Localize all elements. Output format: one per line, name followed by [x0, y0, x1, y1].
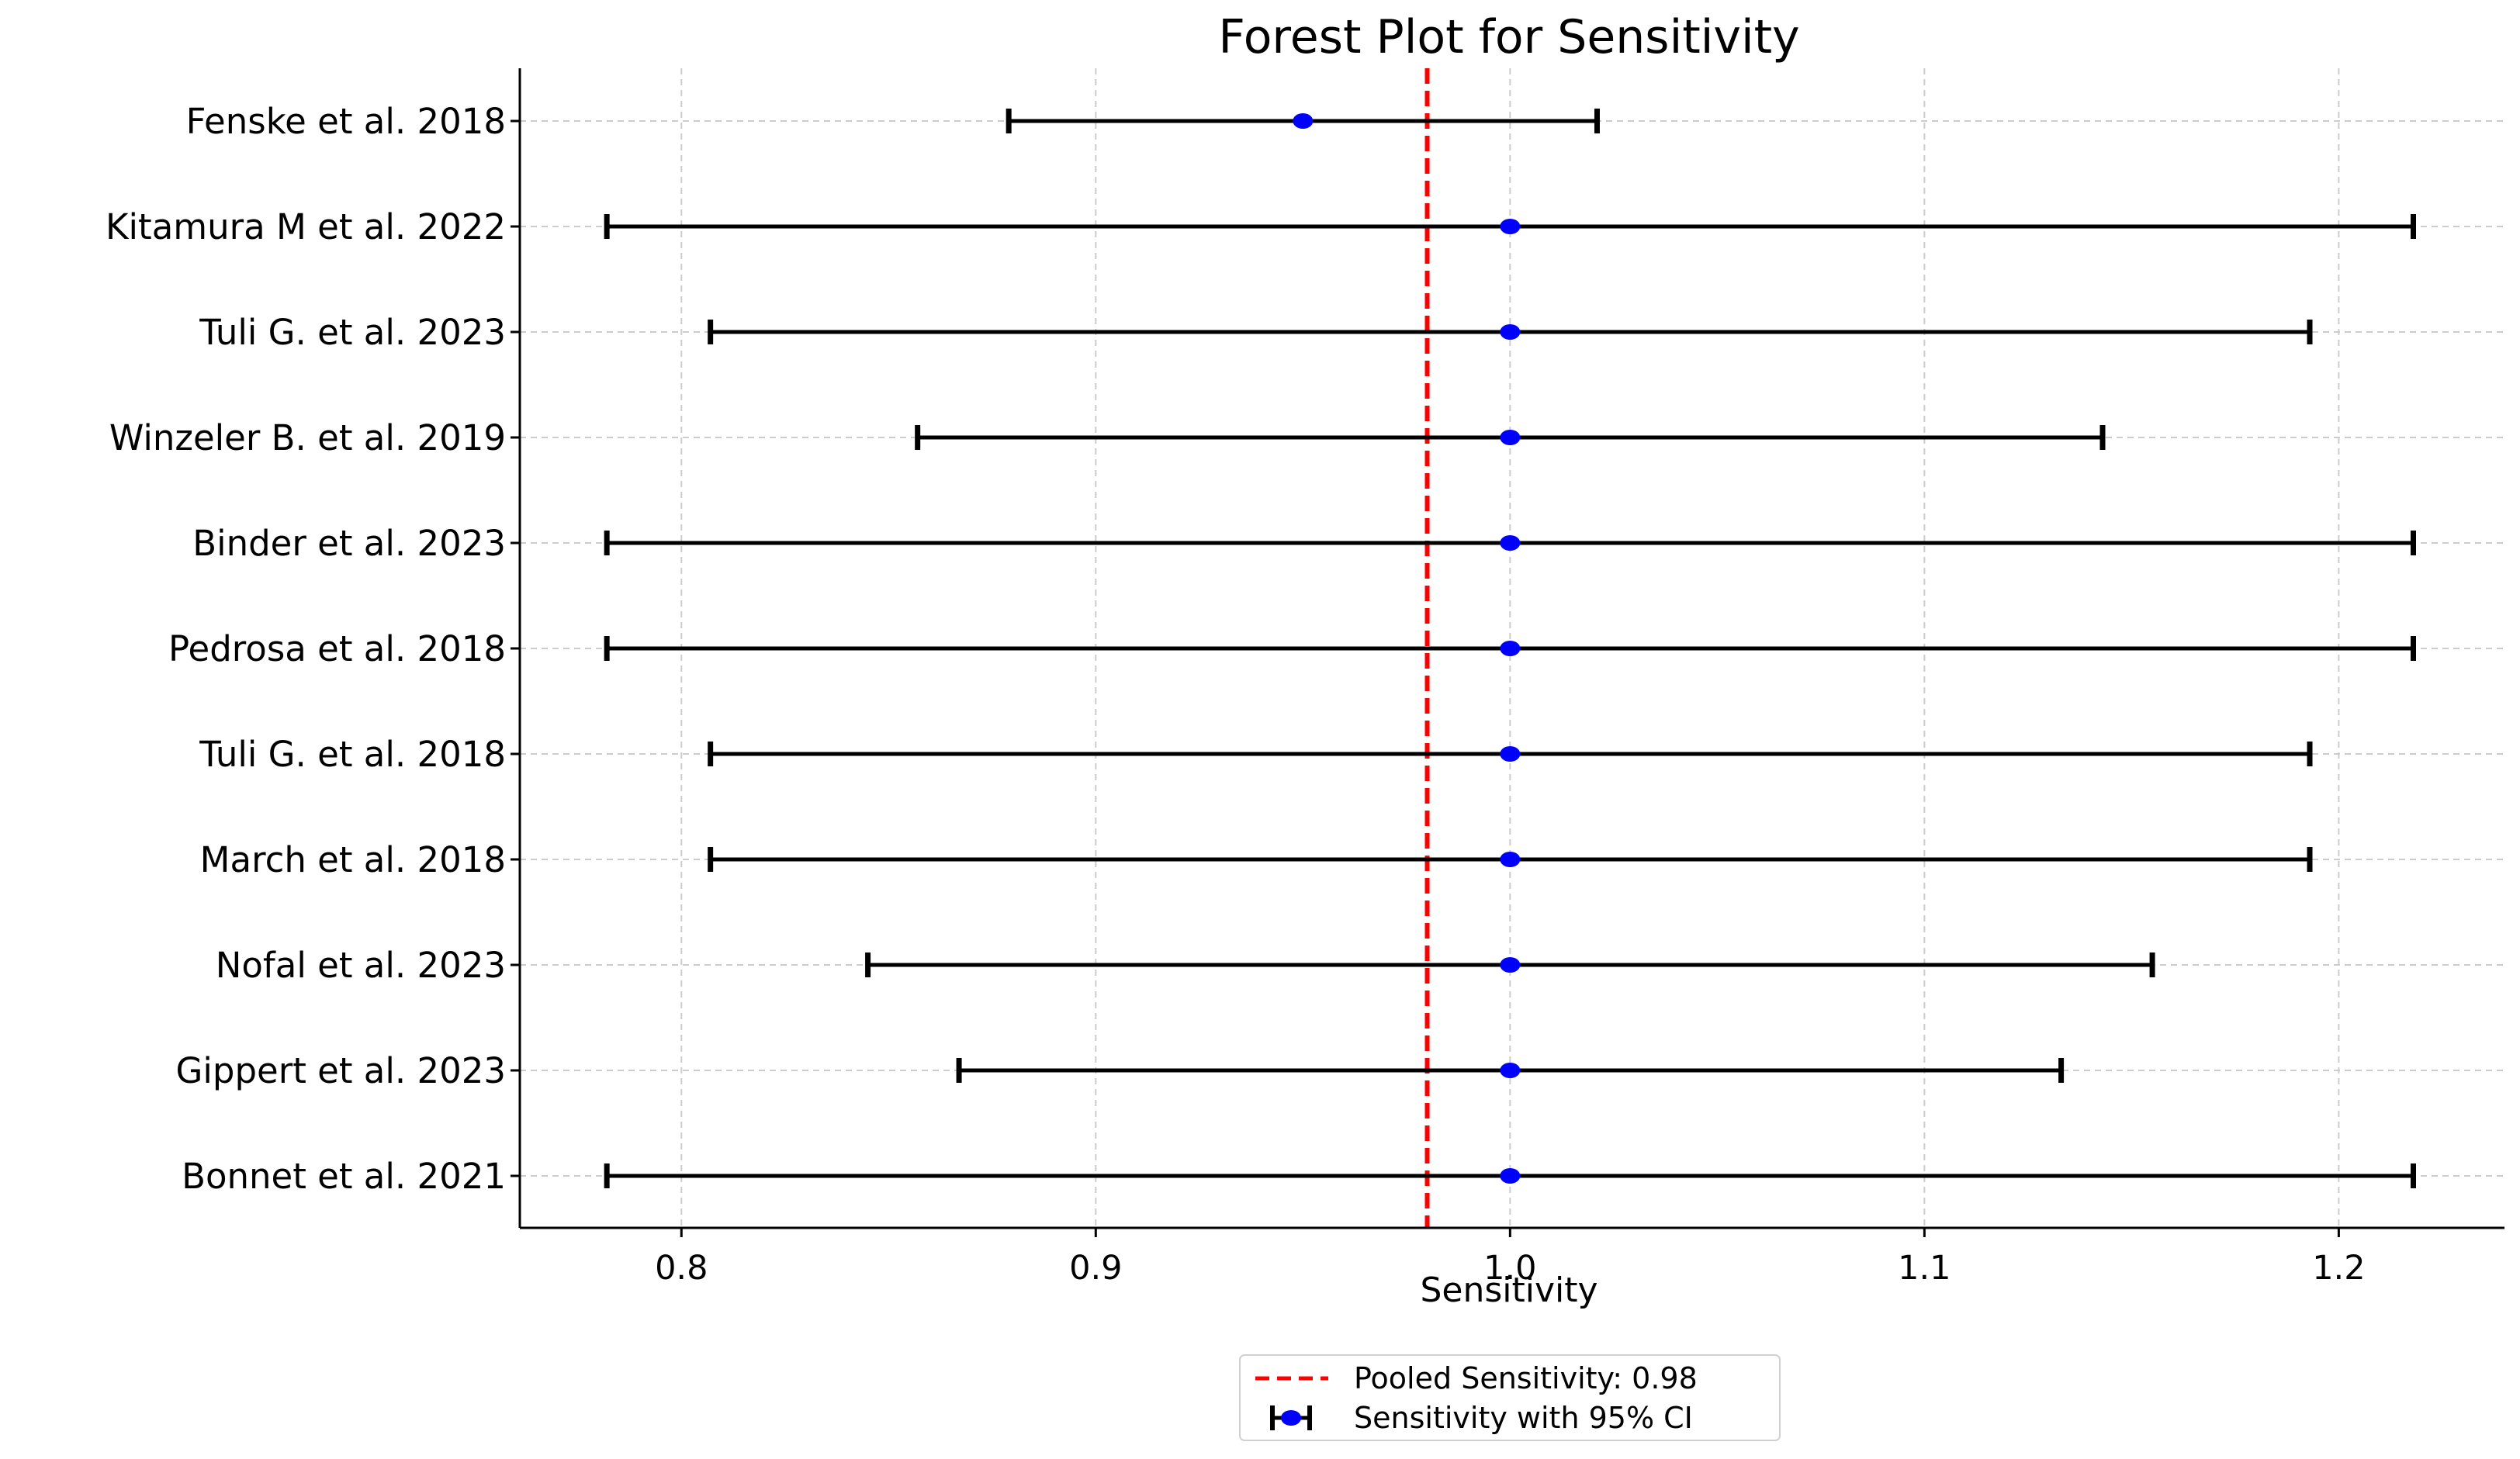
point-estimate [1500, 1063, 1521, 1078]
chart-title: Forest Plot for Sensitivity [1218, 10, 1799, 64]
legend: Pooled Sensitivity: 0.98 Sensitivity wit… [1239, 1354, 1781, 1441]
legend-pooled-label: Pooled Sensitivity: 0.98 [1354, 1361, 1698, 1395]
study-label: Gippert et al. 2023 [176, 1050, 506, 1091]
x-tick-label: 1.1 [1898, 1249, 1951, 1288]
study-label: Nofal et al. 2023 [216, 945, 506, 986]
study-label: March et al. 2018 [200, 839, 506, 880]
study-label: Pedrosa et al. 2018 [168, 628, 506, 669]
point-estimate [1500, 852, 1521, 867]
study-label: Kitamura M et al. 2022 [106, 206, 506, 247]
study-label: Fenske et al. 2018 [186, 101, 506, 142]
point-estimate [1500, 219, 1521, 234]
point-estimate [1500, 535, 1521, 551]
study-label: Winzeler B. et al. 2019 [109, 417, 506, 458]
study-label: Binder et al. 2023 [192, 523, 506, 564]
point-estimate [1500, 746, 1521, 762]
point-estimate [1500, 324, 1521, 340]
x-tick-label: 1.2 [2312, 1249, 2365, 1288]
legend-errorbar-label: Sensitivity with 95% CI [1354, 1401, 1693, 1435]
point-estimate [1500, 641, 1521, 656]
x-tick-label: 1.0 [1483, 1249, 1536, 1288]
errorbar-layer [604, 109, 2417, 1188]
x-tick-label: 0.8 [655, 1249, 708, 1288]
study-label: Tuli G. et al. 2018 [199, 734, 506, 775]
x-axis-label: Sensitivity [1420, 1271, 1598, 1310]
x-tick-label: 0.9 [1069, 1249, 1122, 1288]
point-estimate [1500, 1168, 1521, 1184]
point-estimate [1293, 113, 1314, 129]
study-label: Bonnet et al. 2021 [182, 1156, 506, 1197]
point-estimate [1500, 957, 1521, 973]
study-label: Tuli G. et al. 2023 [199, 312, 506, 353]
legend-frame [1239, 1354, 1781, 1441]
x-ticks: 0.8 0.9 1.0 1.1 1.2 [655, 1228, 2366, 1288]
study-labels: Fenske et al. 2018 Kitamura M et al. 2022… [106, 101, 520, 1197]
legend-errorbar-icon [1270, 1405, 1312, 1430]
point-estimate [1500, 430, 1521, 445]
